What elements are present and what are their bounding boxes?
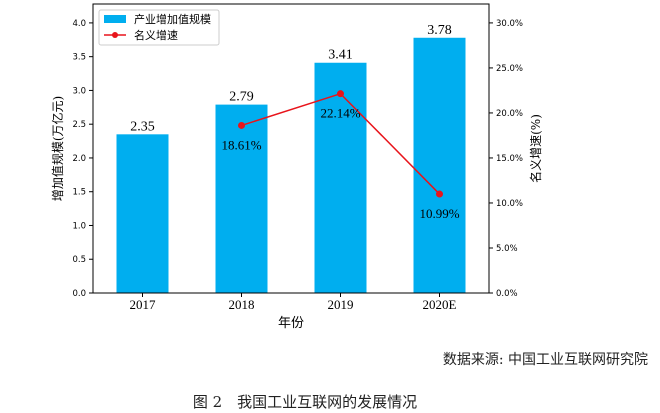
y-tick-label: 0.5	[72, 255, 86, 265]
y2-axis-label: 名义增速(%)	[528, 114, 543, 183]
line-point	[238, 121, 245, 129]
y2-tick-label: 0.0%	[496, 289, 518, 299]
y2-tick-label: 30.0%	[496, 19, 523, 29]
chart: 2.35 2.79 3.41 3.78 18.61% 22.14% 10.99% 0.0 0.5…	[50, 3, 543, 331]
y2-tick-label: 5.0%	[496, 244, 518, 254]
y-tick-label: 4.0	[72, 19, 86, 29]
bar-label: 3.78	[427, 23, 452, 38]
line-label: 22.14%	[320, 106, 360, 121]
line-point	[436, 190, 443, 198]
bar	[116, 134, 169, 293]
y2-tick-label: 10.0%	[496, 199, 523, 209]
source-note: 数据来源: 中国工业互联网研究院	[442, 352, 648, 368]
x-tick-label: 2017	[130, 297, 157, 312]
bar	[413, 37, 466, 293]
bar-label: 2.35	[130, 119, 155, 134]
line-label: 10.99%	[419, 206, 459, 221]
y-axis-label: 增加值规模(万亿元)	[50, 96, 65, 201]
y-tick-label: 1.5	[72, 188, 86, 198]
legend-bar-swatch	[104, 15, 126, 23]
line-label: 18.61%	[221, 137, 261, 152]
bar	[215, 104, 268, 294]
y-tick-label: 3.0	[72, 86, 86, 96]
line-point	[337, 90, 344, 98]
y-tick-label: 1.0	[72, 221, 86, 231]
y2-tick-label: 20.0%	[496, 109, 523, 119]
figure-caption: 图 2 我国工业互联网的发展情况	[192, 393, 418, 411]
x-tick-label: 2018	[229, 297, 255, 312]
legend-bar-label: 产业增加值规模	[134, 12, 211, 26]
plot-frame	[92, 3, 490, 294]
y-tick-label: 2.5	[72, 120, 86, 130]
legend-box	[98, 9, 220, 46]
x-axis-label: 年份	[278, 316, 304, 331]
y-tick-label: 2.0	[72, 154, 86, 164]
x-tick-label: 2019	[328, 297, 354, 312]
bar-label: 3.41	[328, 48, 353, 63]
legend-line-marker	[112, 32, 118, 38]
legend-line-label: 名义增速	[134, 28, 178, 42]
bar	[314, 62, 367, 293]
y2-tick-label: 15.0%	[496, 154, 523, 164]
bar-label: 2.79	[229, 90, 254, 105]
y-tick-label: 0.0	[72, 289, 86, 299]
y2-tick-label: 25.0%	[496, 64, 523, 74]
x-tick-label: 2020E	[423, 297, 457, 312]
y-tick-label: 3.5	[72, 53, 86, 63]
